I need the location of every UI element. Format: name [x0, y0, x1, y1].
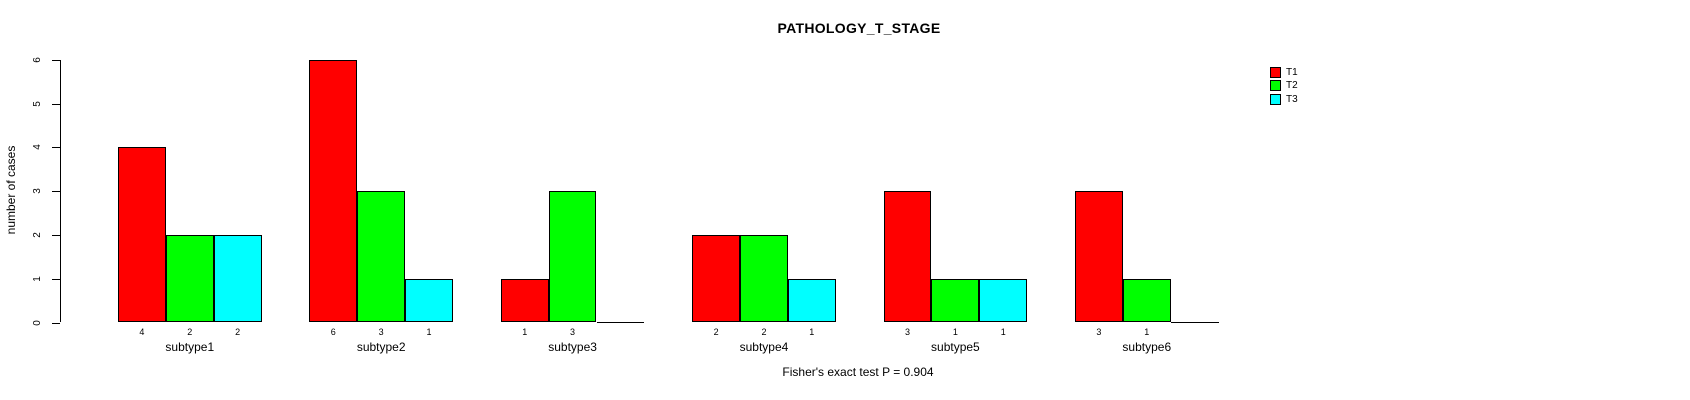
zero-bar-T3-subtype3 [596, 322, 645, 323]
bar-T2-subtype5 [931, 278, 980, 323]
bar-value-label: 3 [570, 326, 576, 337]
y-axis-line [60, 59, 61, 323]
y-axis-tick-label: 2 [32, 232, 43, 238]
y-axis-tick [52, 322, 60, 324]
legend-swatch-T1 [1270, 67, 1281, 78]
legend-label-T3: T3 [1286, 93, 1298, 105]
bar-value-label: 3 [1096, 326, 1102, 337]
bar-T3-subtype5 [979, 278, 1028, 323]
y-axis-tick-label: 1 [32, 275, 43, 282]
bar-T1-subtype1 [118, 147, 166, 323]
bar-T3-subtype2 [405, 278, 453, 323]
bar-value-label: 6 [330, 326, 336, 337]
bar-value-label: 1 [1000, 326, 1006, 337]
bar-value-label: 2 [713, 326, 719, 337]
bar-T2-subtype3 [548, 191, 597, 323]
y-axis-tick-label: 0 [32, 319, 43, 326]
y-axis-tick [52, 191, 60, 193]
bar-T2-subtype1 [165, 234, 214, 323]
bar-value-label: 2 [235, 326, 241, 337]
bar-value-label: 2 [187, 326, 193, 337]
zero-bar-T3-subtype6 [1170, 322, 1219, 323]
y-axis-tick [52, 59, 60, 61]
legend-label-T1: T1 [1286, 67, 1298, 78]
legend-swatch-T2 [1270, 80, 1281, 92]
category-label-subtype1: subtype1 [165, 339, 215, 354]
bar-T2-subtype4 [740, 234, 788, 323]
bar-value-label: 3 [905, 326, 911, 337]
bar-T3-subtype4 [787, 278, 836, 323]
bar-T1-subtype3 [500, 278, 549, 323]
legend-swatch-T3 [1270, 93, 1281, 105]
bar-T2-subtype2 [357, 191, 406, 323]
bar-value-label: 3 [378, 326, 384, 337]
y-axis-tick-label: 3 [32, 188, 43, 194]
y-axis-tick [52, 147, 60, 149]
y-axis-tick [52, 234, 60, 236]
category-label-subtype2: subtype2 [356, 339, 406, 354]
bar-T1-subtype2 [309, 59, 358, 323]
chart-title: PATHOLOGY_T_STAGE [777, 20, 941, 36]
bar-value-label: 1 [809, 326, 815, 337]
bar-value-label: 1 [426, 326, 432, 337]
y-axis-tick-label: 4 [32, 144, 43, 151]
y-axis-tick-label: 6 [32, 56, 43, 63]
bar-value-label: 1 [952, 326, 958, 337]
legend-label-T2: T2 [1286, 80, 1298, 92]
footnote-fisher-test: Fisher's exact test P = 0.904 [782, 365, 934, 379]
category-label-subtype4: subtype4 [739, 339, 789, 354]
bar-T1-subtype6 [1075, 191, 1123, 323]
y-axis-tick [52, 103, 60, 105]
bar-value-label: 1 [522, 326, 528, 337]
y-axis-tick [52, 278, 60, 280]
bar-value-label: 2 [761, 326, 767, 337]
y-axis-label: number of cases [4, 145, 18, 235]
bar-value-label: 4 [139, 326, 145, 337]
bar-value-label: 1 [1144, 326, 1150, 337]
y-axis-tick-label: 5 [32, 100, 43, 107]
bar-T3-subtype1 [213, 234, 262, 323]
category-label-subtype6: subtype6 [1122, 339, 1172, 354]
category-label-subtype3: subtype3 [548, 339, 597, 354]
bar-T1-subtype5 [883, 191, 932, 323]
bar-T1-subtype4 [692, 234, 741, 323]
category-label-subtype5: subtype5 [931, 339, 980, 354]
bar-T2-subtype6 [1122, 278, 1171, 323]
